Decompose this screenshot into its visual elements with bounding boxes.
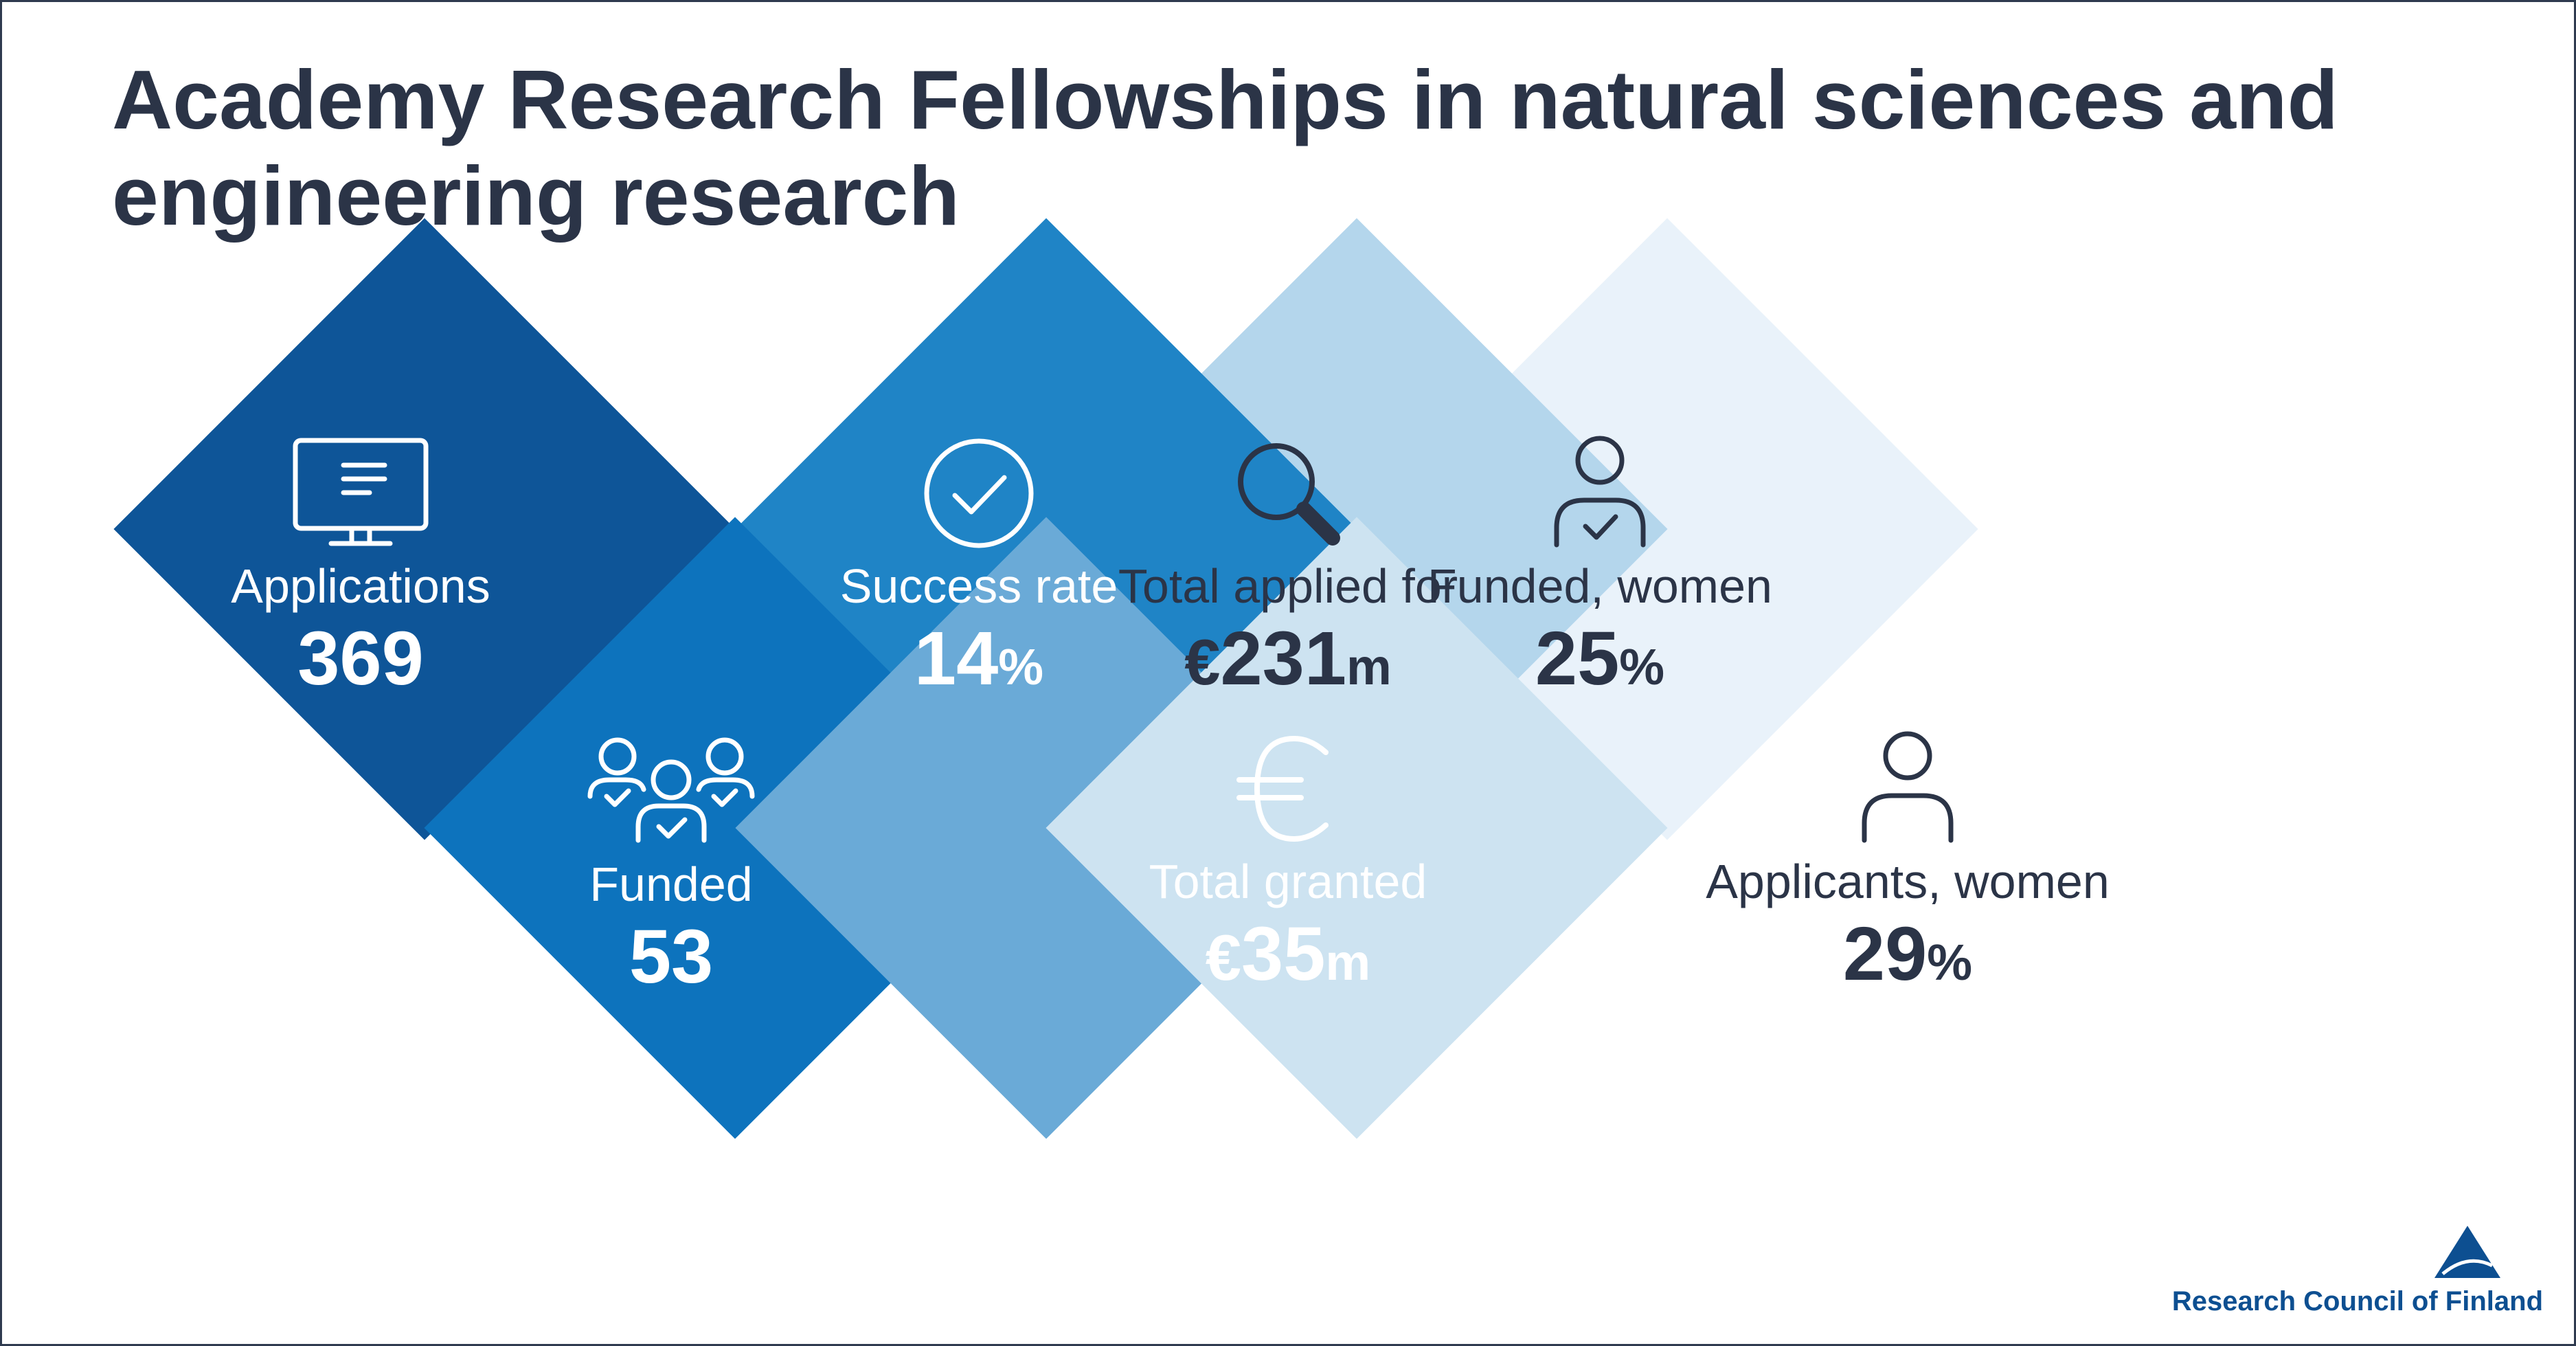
page-title: Academy Research Fellowships in natural … [112, 53, 2339, 243]
total-granted-currency: € [1205, 921, 1242, 994]
research-council-logo: Research Council of Finland [2172, 1224, 2543, 1318]
total-applied-unit: m [1346, 638, 1392, 695]
funded-women-number: 25 [1535, 616, 1620, 701]
triangle-logo-icon [2434, 1226, 2500, 1278]
applicants-women-unit: % [1927, 934, 1973, 991]
total-applied-number: 231 [1220, 616, 1346, 701]
success-rate-number: 14 [914, 616, 999, 701]
applicants-women-label: Applicants, women [1706, 855, 2110, 908]
total-granted-value: €35m [1068, 910, 1508, 1007]
monitor-icon [293, 438, 429, 546]
funded-women-value: 25% [1380, 615, 1820, 711]
success-rate-label: Success rate [839, 559, 1118, 613]
applicants-women-number: 29 [1842, 912, 1928, 996]
total-applied-currency: € [1184, 626, 1221, 698]
logo-text: Research Council of Finland [2171, 1286, 2543, 1316]
funded-value: 53 [629, 915, 714, 999]
stat-funded: Funded 53 [451, 730, 891, 1001]
person-icon [1862, 731, 1954, 843]
funded-women-unit: % [1619, 638, 1665, 695]
total-granted-label: Total granted [1149, 855, 1427, 908]
stat-total-applied: Total applied for €231m [1068, 435, 1508, 711]
funded-women-label: Funded, women [1427, 559, 1772, 613]
funded-label: Funded [589, 857, 753, 911]
applications-label: Applications [231, 559, 490, 613]
success-rate-value: 14% [759, 615, 1199, 711]
total-granted-number: 35 [1241, 912, 1326, 996]
stat-applicants-women: Applicants, women 29% [1688, 727, 2127, 1007]
magnifier-icon [1238, 443, 1340, 546]
euro-icon [1236, 735, 1329, 842]
total-applied-label: Total applied for [1118, 559, 1458, 613]
stat-success-rate: Success rate 14% [759, 435, 1199, 711]
stat-funded-women: Funded, women 25% [1380, 431, 1820, 711]
stat-applications: Applications 369 [141, 435, 580, 703]
applicants-women-value: 29% [1688, 910, 2127, 1007]
total-applied-value: €231m [1068, 615, 1508, 711]
person-check-icon [1554, 436, 1646, 548]
stat-total-granted: Total granted €35m [1068, 730, 1508, 1007]
applications-value: 369 [297, 616, 424, 701]
check-circle-icon [924, 438, 1034, 548]
group-check-icon [587, 737, 755, 843]
total-granted-unit: m [1325, 934, 1371, 991]
success-rate-unit: % [998, 638, 1044, 695]
